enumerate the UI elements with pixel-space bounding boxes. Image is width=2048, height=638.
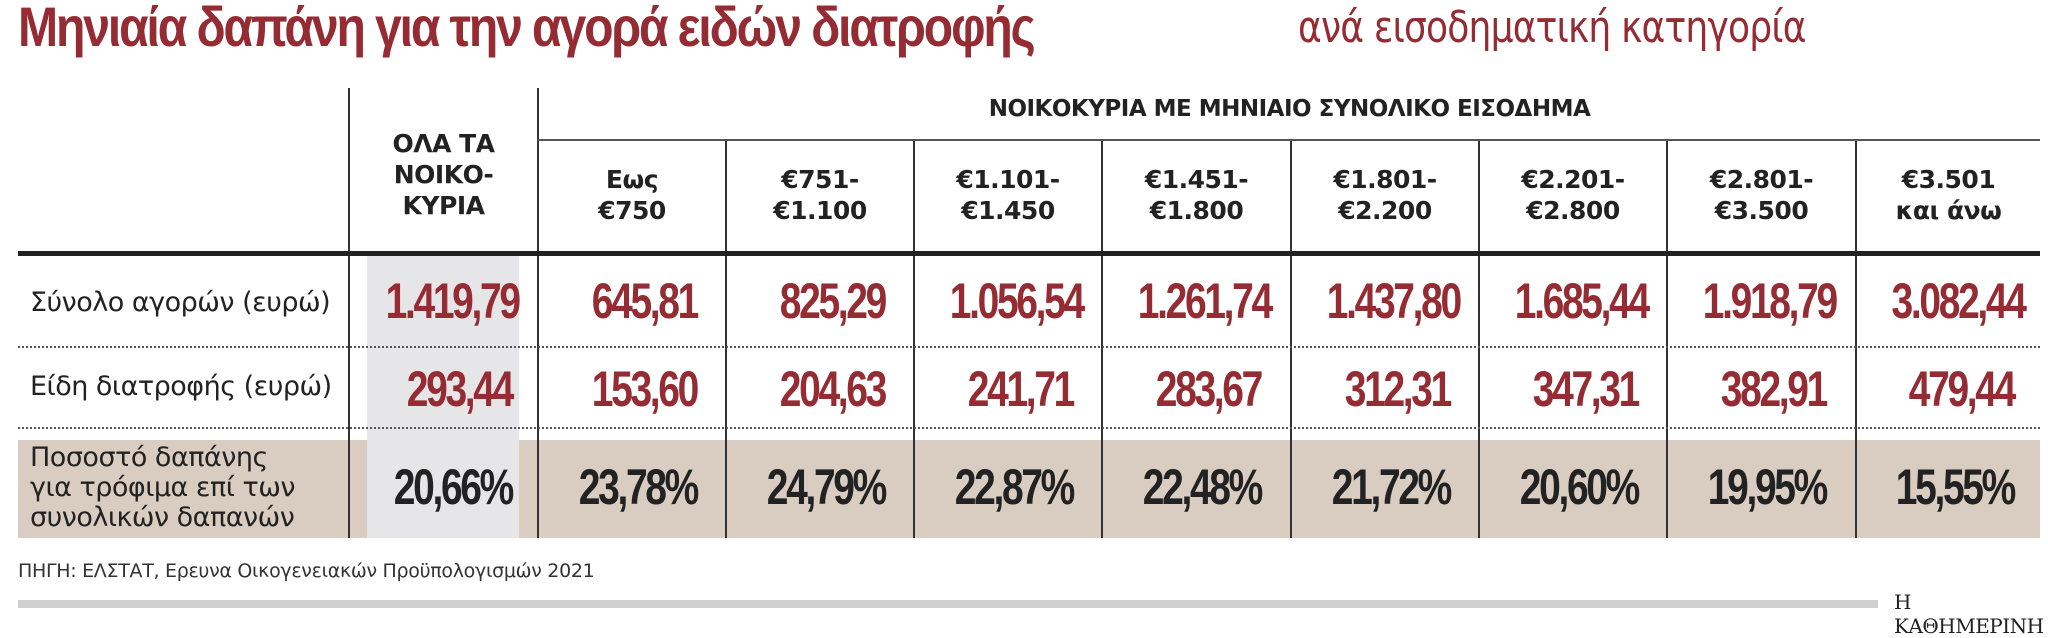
footer-bar [18, 600, 1878, 608]
header-income-col: €1.451- €1.800 [1144, 165, 1249, 225]
cell-food: 479,44 [1908, 361, 2017, 417]
cell-share: 22,48% [1142, 459, 1264, 515]
cell-total: 1.437,80 [1326, 273, 1462, 329]
cell-share: 23,78% [578, 459, 700, 515]
header-income-col: €2.801- €3.500 [1709, 165, 1814, 225]
header-income-group: ΝΟΙΚΟΚΥΡΙΑ ΜΕ ΜΗΝΙΑΙΟ ΣΥΝΟΛΙΚΟ ΕΙΣΟΔΗΜΑ [988, 96, 1591, 122]
cell-total: 825,29 [779, 273, 888, 329]
cell-total: 1.918,79 [1702, 273, 1838, 329]
col-divider [1290, 140, 1292, 538]
row-label-food-share: Ποσοστό δαπάνης για τρόφιμα επί των συνο… [30, 442, 295, 533]
col-divider [1855, 140, 1857, 538]
group-header-rule [537, 139, 2040, 141]
cell-total-all: 1.419,79 [385, 273, 521, 329]
data-table: ΟΛΑ ΤΑ ΝΟΙΚΟ- ΚΥΡΙΑ ΝΟΙΚΟΚΥΡΙΑ ΜΕ ΜΗΝΙΑΙ… [18, 88, 2040, 538]
row-label-total-purchases: Σύνολο αγορών (ευρώ) [30, 287, 331, 318]
title-subtitle: ανά εισοδηματική κατηγορία [1298, 2, 1807, 53]
col-divider [537, 88, 539, 538]
cell-total: 1.261,74 [1137, 273, 1273, 329]
cell-total: 1.685,44 [1514, 273, 1650, 329]
cell-food: 382,91 [1720, 361, 1829, 417]
row-divider [18, 346, 2040, 348]
source-note: ΠΗΓΗ: ΕΛΣΤΑΤ, Ερευνα Οικογενειακών Προϋπ… [18, 560, 595, 582]
header-bottom-rule [18, 251, 2040, 256]
cell-share-all: 20,66% [393, 459, 515, 515]
cell-food: 312,31 [1344, 361, 1453, 417]
col-divider [1666, 140, 1668, 538]
header-income-col: €751- €1.100 [773, 165, 867, 225]
cell-food: 347,31 [1532, 361, 1641, 417]
all-households-highlight [367, 256, 519, 538]
header-income-col: €2.201- €2.800 [1521, 165, 1625, 225]
col-divider [913, 140, 915, 538]
cell-food: 241,71 [967, 361, 1076, 417]
cell-food: 153,60 [591, 361, 700, 417]
header-all-households: ΟΛΑ ΤΑ ΝΟΙΚΟ- ΚΥΡΙΑ [392, 129, 495, 220]
chart-title: Μηνιαία δαπάνη για την αγορά ειδών διατρ… [18, 0, 1807, 59]
col-divider [725, 140, 727, 538]
percentage-row-band [18, 440, 2040, 538]
cell-share: 24,79% [766, 459, 888, 515]
row-label-food-items: Είδη διατροφής (ευρώ) [30, 371, 332, 402]
cell-total: 3.082,44 [1891, 273, 2027, 329]
col-divider [348, 88, 350, 538]
col-divider [1478, 140, 1480, 538]
publisher-logo: Η ΚΑΘΗΜΕΡΙΝΗ [1894, 590, 2044, 638]
header-income-col: €1.801- €2.200 [1333, 165, 1437, 225]
row-divider [18, 427, 2040, 429]
cell-share: 22,87% [954, 459, 1076, 515]
header-income-col: Εως €750 [598, 165, 666, 225]
cell-share: 15,55% [1895, 459, 2017, 515]
cell-share: 19,95% [1707, 459, 1829, 515]
title-main: Μηνιαία δαπάνη για την αγορά ειδών διατρ… [18, 0, 1036, 58]
header-income-col: €3.501 και άνω [1895, 165, 2002, 225]
cell-total: 645,81 [591, 273, 700, 329]
col-divider [1101, 140, 1103, 538]
cell-food-all: 293,44 [406, 361, 515, 417]
cell-food: 204,63 [779, 361, 888, 417]
cell-food: 283,67 [1155, 361, 1264, 417]
cell-share: 20,60% [1519, 459, 1641, 515]
cell-total: 1.056,54 [949, 273, 1085, 329]
header-income-col: €1.101- €1.450 [956, 165, 1060, 225]
cell-share: 21,72% [1331, 459, 1453, 515]
